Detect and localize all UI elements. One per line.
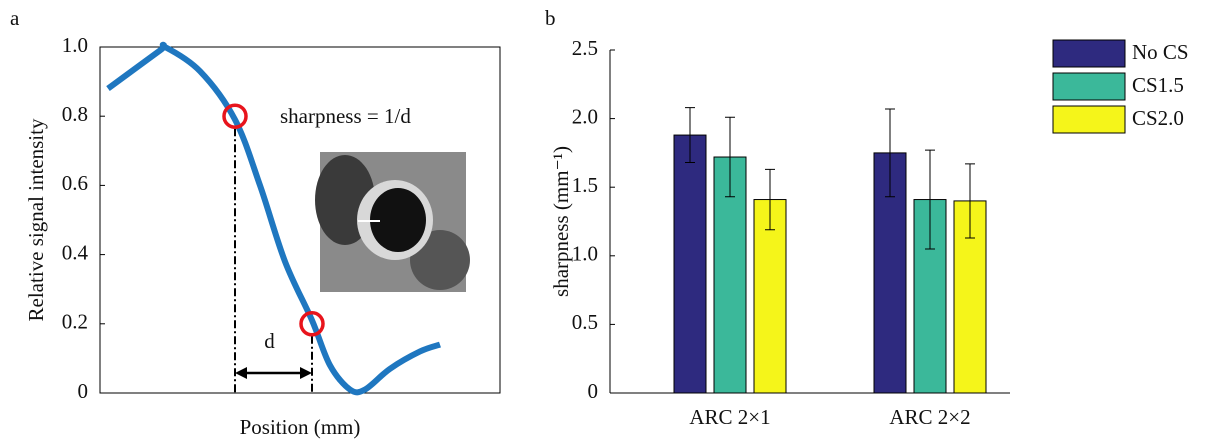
y-tick-label: 2.0 bbox=[572, 104, 598, 128]
y-tick-label: 1.5 bbox=[572, 173, 598, 197]
y-tick-label: 0.2 bbox=[62, 310, 88, 334]
error-bar bbox=[885, 108, 895, 198]
signal-curve bbox=[106, 41, 441, 396]
error-bar bbox=[685, 107, 695, 164]
legend-swatch bbox=[1052, 72, 1126, 101]
bar bbox=[673, 134, 707, 394]
distance-label: d bbox=[264, 329, 275, 353]
y-axis-label: Relative signal intensity bbox=[24, 118, 48, 321]
y-tick-label: 1.0 bbox=[572, 242, 598, 266]
y-axis-label: sharpness (mm⁻¹) bbox=[549, 146, 573, 297]
y-tick-label: 0 bbox=[588, 379, 599, 403]
y-tick-label: 0.6 bbox=[62, 171, 88, 195]
legend-swatch bbox=[1052, 105, 1126, 134]
edge-marker bbox=[222, 103, 248, 129]
axes-box bbox=[610, 50, 1010, 393]
legend-label: CS2.0 bbox=[1132, 106, 1184, 130]
x-tick-label: ARC 2×2 bbox=[889, 405, 970, 429]
error-bar bbox=[765, 168, 775, 231]
error-bar bbox=[965, 163, 975, 239]
x-tick-label: ARC 2×1 bbox=[689, 405, 770, 429]
panel-label: b bbox=[545, 6, 556, 30]
edge-marker bbox=[299, 311, 325, 337]
legend-label: CS1.5 bbox=[1132, 73, 1184, 97]
inset-image bbox=[315, 152, 470, 292]
legend-label: No CS bbox=[1132, 40, 1189, 64]
y-tick-label: 2.5 bbox=[572, 36, 598, 60]
x-axis-label: Position (mm) bbox=[240, 415, 361, 439]
panel-label: a bbox=[10, 6, 20, 30]
y-tick-label: 0 bbox=[78, 379, 89, 403]
y-tick-label: 1.0 bbox=[62, 33, 88, 57]
error-bar bbox=[725, 116, 735, 198]
error-bar bbox=[925, 149, 935, 250]
y-tick-label: 0.8 bbox=[62, 102, 88, 126]
legend-swatch bbox=[1052, 39, 1126, 68]
bar bbox=[753, 199, 787, 394]
sharpness-annotation: sharpness = 1/d bbox=[280, 104, 411, 128]
y-tick-label: 0.4 bbox=[62, 240, 89, 264]
y-tick-label: 0.5 bbox=[572, 310, 598, 334]
